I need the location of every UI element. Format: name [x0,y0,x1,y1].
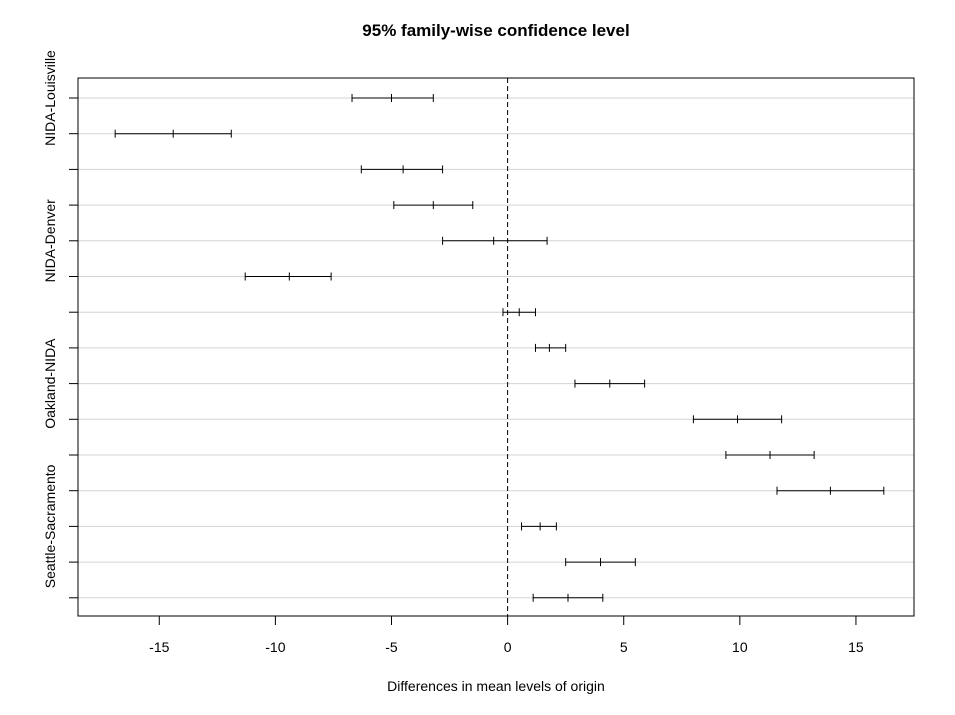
y-tick-label: Seattle-Sacramento [42,464,58,588]
y-tick-label: Oakland-NIDA [42,338,58,429]
confidence-intervals [114,94,885,602]
interval-3 [393,201,474,210]
x-tick-label: 0 [504,639,512,655]
interval-0 [351,94,434,102]
x-tick-label: -15 [149,639,169,655]
y-tick-label: NIDA-Denver [42,199,58,283]
y-axis: NIDA-Louisville NIDA-Denver Oakland-NIDA Se… [42,50,78,599]
x-axis-label: Differences in mean levels of origin [387,678,605,694]
x-axis: -15 -10 -5 0 5 10 15 [149,616,864,655]
interval-13 [565,558,636,567]
interval-8 [574,379,646,388]
x-tick-label: -5 [385,639,398,655]
x-tick-label: 10 [732,639,748,655]
interval-4 [442,236,548,245]
interval-6 [502,308,536,317]
interval-12 [521,522,557,531]
interval-14 [532,593,604,602]
interval-5 [244,272,332,281]
interval-2 [360,165,444,174]
interval-1 [114,129,232,138]
interval-11 [776,486,885,495]
chart-title: 95% family-wise confidence level [362,21,629,40]
grid-lines [78,97,914,599]
x-tick-label: 5 [620,639,628,655]
x-tick-label: -10 [265,639,285,655]
interval-10 [725,451,815,459]
plot-frame [77,77,915,617]
interval-9 [692,415,783,424]
x-tick-label: 15 [848,639,864,655]
interval-7 [534,343,567,352]
y-tick-label: NIDA-Louisville [42,50,58,146]
